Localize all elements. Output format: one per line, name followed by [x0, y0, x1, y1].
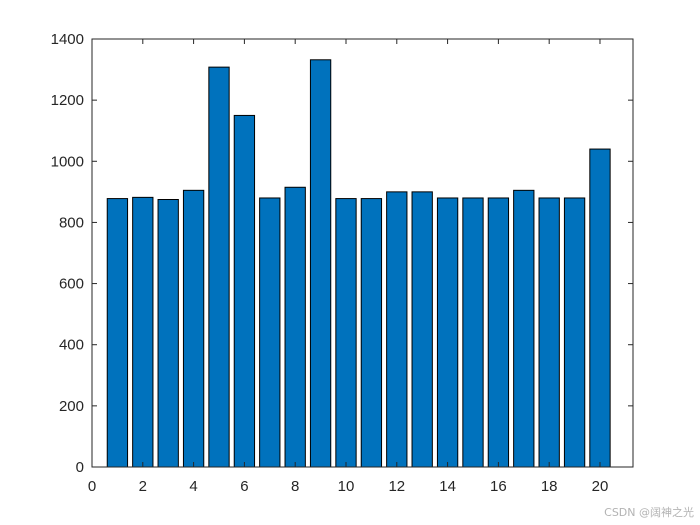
bar-2: [132, 196, 154, 468]
y-tick-label-800: 800: [59, 214, 84, 231]
y-tick-labels: 0 200 400 600 800 1000 1200 1400: [51, 31, 84, 476]
bar-20: [589, 148, 611, 468]
y-tick-label-200: 200: [59, 398, 84, 415]
x-tick-label-8: 8: [291, 478, 299, 495]
y-tick-label-1000: 1000: [51, 153, 84, 170]
bar-9: [309, 59, 332, 468]
bar-1: [106, 198, 129, 468]
axes-box: [91, 38, 634, 468]
y-tick-label-600: 600: [59, 276, 84, 293]
bar-6: [233, 114, 256, 468]
bar-18: [538, 197, 560, 468]
bars: [106, 59, 611, 468]
bar-15: [462, 197, 484, 468]
bar-19: [563, 197, 586, 468]
y-tick-label-0: 0: [76, 459, 84, 476]
bar-7: [259, 197, 281, 468]
x-tick-label-6: 6: [240, 478, 248, 495]
bar-12: [386, 191, 408, 468]
bar-10: [335, 198, 357, 468]
x-tick-label-14: 14: [439, 478, 456, 495]
bar-17: [513, 189, 535, 468]
axis-ticks: [91, 38, 633, 468]
bar-5: [208, 66, 230, 468]
y-tick-label-1200: 1200: [51, 92, 84, 109]
x-tick-label-20: 20: [592, 478, 609, 495]
x-tick-label-4: 4: [189, 478, 197, 495]
bar-14: [436, 197, 459, 468]
x-tick-label-12: 12: [388, 478, 405, 495]
x-tick-label-2: 2: [139, 478, 147, 495]
x-tick-label-0: 0: [88, 478, 96, 495]
bar-4: [182, 189, 205, 468]
bar-13: [411, 191, 433, 468]
x-tick-label-18: 18: [541, 478, 558, 495]
watermark-text: CSDN @阔神之光: [604, 506, 694, 519]
x-tick-label-10: 10: [338, 478, 355, 495]
x-tick-label-16: 16: [490, 478, 507, 495]
bar-16: [487, 197, 510, 468]
y-tick-label-400: 400: [59, 337, 84, 354]
y-tick-label-1400: 1400: [51, 31, 84, 48]
x-tick-labels: 0 2 4 6 8 10 12 14 16 18 20: [88, 478, 608, 495]
bar-8: [284, 186, 306, 468]
bar-11: [360, 198, 383, 468]
bar-3: [157, 199, 179, 468]
